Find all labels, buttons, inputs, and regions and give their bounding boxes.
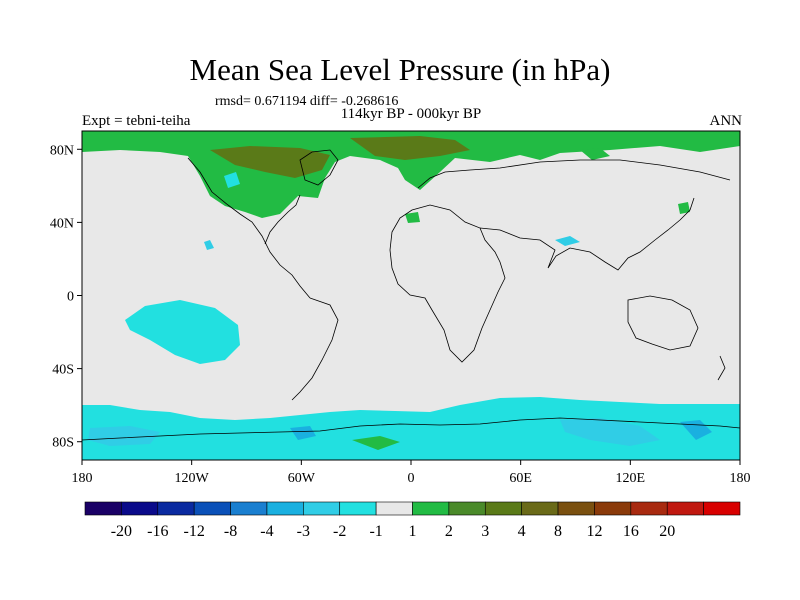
x-tick-label: 0 — [408, 471, 415, 486]
colorbar-swatch — [412, 501, 450, 516]
colorbar-swatch — [230, 501, 268, 516]
colorbar-label: -12 — [184, 523, 205, 540]
colorbar-label: 16 — [623, 523, 639, 540]
colorbar-label: -16 — [147, 523, 168, 540]
anomaly-field-arctic — [82, 131, 740, 250]
colorbar-label: 1 — [409, 523, 417, 540]
colorbar-swatch — [630, 501, 668, 516]
colorbar-label: -20 — [111, 523, 132, 540]
colorbar-label: -8 — [224, 523, 237, 540]
anomaly-field-south-pacific — [125, 300, 240, 364]
colorbar-label: 3 — [481, 523, 489, 540]
season-label: ANN — [709, 113, 743, 129]
colorbar-label: -4 — [260, 523, 273, 540]
anomaly-field-southern-ocean — [82, 397, 740, 460]
y-tick-label: 40N — [50, 216, 74, 231]
colorbar-label: 4 — [518, 523, 526, 540]
colorbar-label: 20 — [659, 523, 675, 540]
colorbar: -20 -16 -12 -8 -4 -3 -2 -1 1 2 3 4 8 12 16 20 — [84, 501, 741, 540]
colorbar-label: 12 — [586, 523, 602, 540]
colorbar-label: -2 — [333, 523, 346, 540]
coastlines — [82, 149, 740, 441]
x-tick-label: 180 — [730, 471, 751, 486]
colorbar-swatch — [266, 501, 304, 516]
colorbar-label: -1 — [369, 523, 382, 540]
colorbar-swatch — [666, 501, 704, 516]
x-axis: 180 120W 60W 0 60E 120E 180 — [72, 460, 751, 486]
x-tick-label: 120E — [616, 471, 646, 486]
colorbar-swatch — [448, 501, 486, 516]
colorbar-swatch — [193, 501, 231, 516]
x-tick-label: 180 — [72, 471, 93, 486]
chart-title: Mean Sea Level Pressure (in hPa) — [189, 52, 611, 87]
y-tick-label: 80N — [50, 143, 74, 158]
y-tick-label: 80S — [52, 436, 74, 451]
colorbar-label: -3 — [297, 523, 310, 540]
colorbar-label: 8 — [554, 523, 562, 540]
colorbar-swatch — [521, 501, 559, 516]
y-tick-label: 40S — [52, 363, 74, 378]
colorbar-swatch — [157, 501, 195, 516]
experiment-label: Expt = tebni-teiha — [82, 113, 191, 129]
period-label: 114kyr BP - 000kyr BP — [340, 106, 482, 122]
colorbar-swatch — [121, 501, 159, 516]
colorbar-swatch — [594, 501, 632, 516]
colorbar-swatch — [84, 501, 122, 516]
colorbar-swatch — [375, 501, 413, 516]
y-axis: 80N 40N 0 40S 80S — [50, 143, 82, 451]
colorbar-swatch — [339, 501, 377, 516]
colorbar-swatch — [484, 501, 522, 516]
colorbar-swatch — [303, 501, 341, 516]
stats-line: rmsd= 0.671194 diff= -0.268616 — [215, 94, 399, 109]
colorbar-label: 2 — [445, 523, 453, 540]
x-tick-label: 120W — [175, 471, 210, 486]
colorbar-swatch — [703, 501, 741, 516]
y-tick-label: 0 — [67, 290, 74, 305]
x-tick-label: 60W — [288, 471, 316, 486]
colorbar-swatch — [557, 501, 595, 516]
x-tick-label: 60E — [509, 471, 532, 486]
